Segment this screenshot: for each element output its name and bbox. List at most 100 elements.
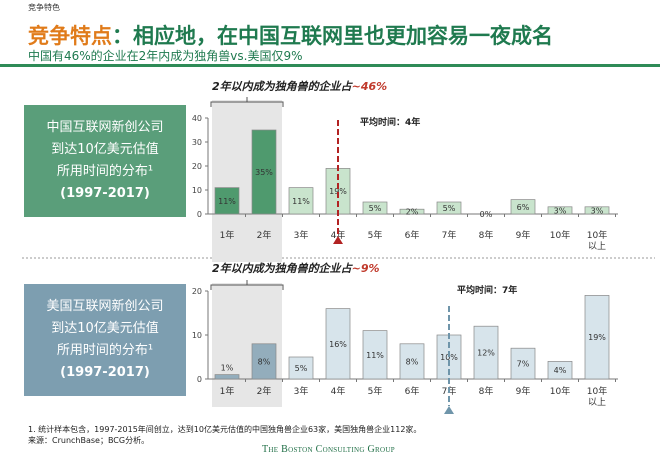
bar-label: 7% xyxy=(517,360,530,369)
category-label: 4年 xyxy=(331,385,346,397)
category-label: 10年 xyxy=(550,229,570,241)
bar-label: 8% xyxy=(258,357,271,366)
bar-label: 5% xyxy=(369,204,382,213)
category-label: 9年 xyxy=(516,385,531,397)
average-label: 平均时间：4年 xyxy=(360,116,420,128)
bar xyxy=(399,343,425,380)
bar-label: 8% xyxy=(406,357,419,366)
category-label: 10年 xyxy=(550,385,570,397)
category-label: 6年 xyxy=(405,385,420,397)
title-highlight: 竞争特点 xyxy=(28,24,112,48)
bar-label: 11% xyxy=(218,197,236,206)
box-line: (1997-2017) xyxy=(60,186,150,201)
bar xyxy=(399,208,425,215)
bar-label: 16% xyxy=(329,340,347,349)
y-tick-label: 20 xyxy=(192,287,202,296)
bar xyxy=(436,201,462,215)
category-label: 以上 xyxy=(588,241,606,252)
bar-label: 3% xyxy=(554,206,567,215)
average-marker-icon xyxy=(444,406,454,414)
callout-prefix: 2年以内成为独角兽的企业占 xyxy=(212,80,354,93)
bar-label: 1% xyxy=(221,364,234,373)
category-label: 以上 xyxy=(588,397,606,408)
footnote: 1. 统计样本包含，1997-2015年间创立，达到10亿美元估值的中国独角兽企… xyxy=(28,425,422,434)
callout-text: 2年以内成为独角兽的企业占~46% xyxy=(212,80,387,93)
bar-label: 35% xyxy=(255,168,273,177)
box-line: 美国互联网新创公司 xyxy=(46,299,164,314)
bar xyxy=(547,206,573,215)
bar-label: 12% xyxy=(477,349,495,358)
y-tick-label: 40 xyxy=(192,114,202,123)
category-label: 4年 xyxy=(331,229,346,241)
bar-label: 19% xyxy=(329,187,347,196)
us-chart-label-box: 美国互联网新创公司 到达10亿美元估值 所用时间的分布¹ (1997-2017) xyxy=(24,284,186,396)
bar-label: 10% xyxy=(440,353,458,362)
average-label: 平均时间：7年 xyxy=(457,284,517,296)
category-label: 2年 xyxy=(257,385,272,397)
bar xyxy=(325,308,351,380)
page-subtitle: 中国有46%的企业在2年内成为独角兽vs.美国仅9% xyxy=(28,49,303,63)
callout-value: ~46% xyxy=(352,80,388,93)
page-title: 竞争特点：相应地，在中国互联网里也更加容易一夜成名 xyxy=(28,20,553,50)
category-label: 5年 xyxy=(368,385,383,397)
bar-label: 4% xyxy=(554,366,567,375)
category-label: 6年 xyxy=(405,229,420,241)
bar-label: 11% xyxy=(292,197,310,206)
category-label: 10年 xyxy=(587,229,607,241)
y-tick-label: 0 xyxy=(197,375,202,384)
category-label: 3年 xyxy=(294,385,309,397)
bar xyxy=(251,129,277,215)
category-label: 8年 xyxy=(479,385,494,397)
bar-label: 5% xyxy=(295,364,308,373)
title-rest: ：相应地，在中国互联网里也更加容易一夜成名 xyxy=(112,24,553,48)
category-label: 5年 xyxy=(368,229,383,241)
category-label: 9年 xyxy=(516,229,531,241)
category-label: 8年 xyxy=(479,229,494,241)
bar xyxy=(547,361,573,380)
category-label: 1年 xyxy=(220,385,235,397)
bar-label: 5% xyxy=(443,204,456,213)
y-tick-label: 20 xyxy=(192,162,202,171)
bar xyxy=(214,374,240,380)
section-label: 竞争特色 xyxy=(28,3,60,12)
bar-label: 19% xyxy=(588,333,606,342)
source-note: 来源：CrunchBase；BCG分析。 xyxy=(28,436,150,445)
bar xyxy=(584,206,610,215)
bar xyxy=(473,325,499,380)
box-line: 中国互联网新创公司 xyxy=(46,120,164,135)
average-marker-icon xyxy=(333,236,343,244)
callout-prefix: 2年以内成为独角兽的企业占 xyxy=(212,262,354,275)
bar-label: 3% xyxy=(591,206,604,215)
y-tick-label: 10 xyxy=(192,331,202,340)
category-label: 1年 xyxy=(220,229,235,241)
bar xyxy=(510,199,536,215)
bar xyxy=(288,187,314,215)
bar xyxy=(510,347,536,380)
bar xyxy=(214,187,240,215)
bar xyxy=(288,356,314,380)
box-line: 所用时间的分布¹ xyxy=(56,343,154,358)
bracket xyxy=(210,97,284,107)
bar-label: 11% xyxy=(366,351,384,360)
box-line: 所用时间的分布¹ xyxy=(56,164,154,179)
bar-label: 0% xyxy=(480,210,493,219)
bar xyxy=(251,343,277,380)
callout-value: ~9% xyxy=(352,262,380,275)
category-label: 7年 xyxy=(442,229,457,241)
bar xyxy=(584,295,610,380)
box-line: 到达10亿美元估值 xyxy=(51,142,159,157)
bar-label: 2% xyxy=(406,208,419,217)
box-line: 到达10亿美元估值 xyxy=(51,321,159,336)
y-tick-label: 30 xyxy=(192,138,202,147)
y-tick-label: 10 xyxy=(192,186,202,195)
bar xyxy=(362,330,388,380)
category-label: 3年 xyxy=(294,229,309,241)
box-line: (1997-2017) xyxy=(60,365,150,380)
bracket xyxy=(210,280,284,290)
title-divider xyxy=(0,64,660,67)
china-chart-label-box: 中国互联网新创公司 到达10亿美元估值 所用时间的分布¹ (1997-2017) xyxy=(24,105,186,217)
bar xyxy=(362,201,388,215)
callout-text: 2年以内成为独角兽的企业占~9% xyxy=(212,262,380,275)
bcg-logo: The Boston Consulting Group xyxy=(262,444,395,455)
